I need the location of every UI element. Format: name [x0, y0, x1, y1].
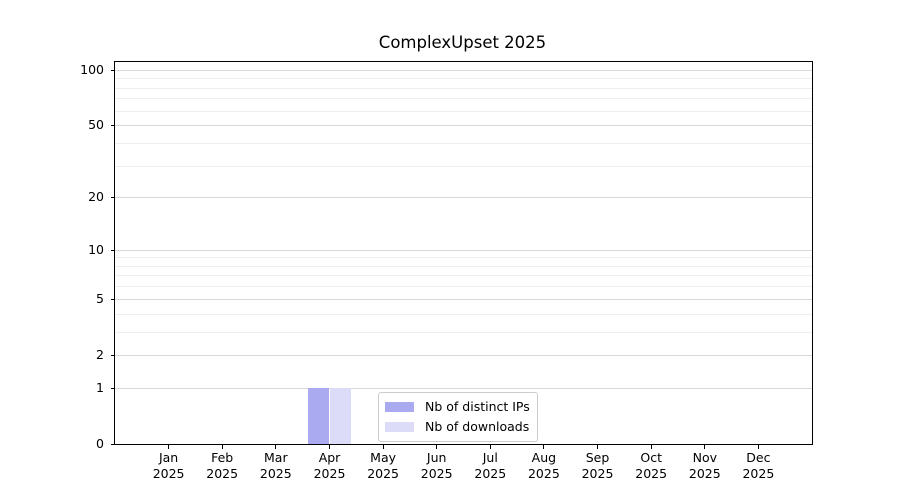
y-tick-label: 0	[96, 436, 104, 451]
x-tick-mark	[382, 445, 384, 449]
x-tick-mark	[543, 445, 545, 449]
x-tick-label: May 2025	[367, 450, 399, 481]
legend-label: Nb of downloads	[425, 419, 530, 434]
gridline-minor	[115, 142, 812, 144]
y-tick-label: 20	[88, 189, 104, 205]
y-tick-mark	[111, 249, 115, 251]
gridline-major	[115, 125, 812, 127]
x-tick-mark	[221, 445, 223, 449]
x-tick-mark	[168, 445, 170, 449]
x-tick-mark	[436, 445, 438, 449]
legend-swatch-nb-of-distinct-ips	[385, 401, 414, 412]
x-tick-label: Dec 2025	[742, 450, 775, 481]
gridline-major	[115, 69, 812, 71]
x-tick-label: Jul 2025	[474, 450, 507, 481]
legend-item: Nb of downloads	[385, 417, 530, 436]
y-tick-mark	[111, 125, 115, 127]
x-tick-mark	[329, 445, 330, 449]
x-tick-label: Oct 2025	[635, 450, 668, 481]
gridline-minor	[115, 286, 812, 288]
y-tick-mark	[111, 354, 115, 356]
plot-area	[114, 61, 813, 445]
gridline-minor	[115, 257, 812, 259]
gridline-minor	[115, 78, 812, 80]
x-tick-label: Jun 2025	[420, 450, 453, 481]
x-tick-label: Jan 2025	[152, 450, 185, 481]
y-tick-mark	[111, 444, 115, 445]
gridline-major	[115, 298, 812, 300]
gridline-major	[115, 249, 812, 251]
chart-title: ComplexUpset 2025	[378, 33, 547, 52]
x-tick-label: Aug 2025	[527, 450, 560, 481]
y-tick-label: 2	[96, 346, 104, 362]
gridline-minor	[115, 313, 812, 315]
gridline-minor	[115, 98, 812, 100]
y-tick-label: 5	[96, 290, 104, 306]
gridline-major	[115, 197, 812, 199]
x-tick-label: Nov 2025	[688, 450, 721, 481]
legend-item: Nb of distinct IPs	[385, 397, 530, 416]
gridline-minor	[115, 275, 812, 277]
gridline-minor	[115, 331, 812, 333]
bar-nb-of-distinct-ips	[307, 387, 330, 444]
x-tick-mark	[597, 445, 598, 449]
gridline-major	[115, 354, 812, 356]
legend-swatch-nb-of-downloads	[385, 421, 414, 432]
y-tick-mark	[111, 69, 115, 71]
legend-label: Nb of distinct IPs	[425, 399, 530, 414]
gridline-minor	[115, 165, 812, 167]
x-tick-mark	[757, 445, 759, 449]
y-tick-mark	[111, 197, 115, 199]
x-tick-label: Apr 2025	[313, 450, 346, 481]
y-tick-label: 10	[88, 241, 104, 257]
y-tick-mark	[111, 298, 115, 300]
legend: Nb of distinct IPs Nb of downloads	[378, 392, 538, 442]
y-tick-label: 100	[80, 61, 104, 77]
x-tick-label: Mar 2025	[259, 450, 292, 481]
y-tick-label: 1	[96, 379, 104, 395]
x-tick-mark	[489, 445, 491, 449]
x-tick-mark	[704, 445, 706, 449]
x-tick-mark	[275, 445, 277, 449]
gridline-minor	[115, 265, 812, 267]
y-tick-mark	[111, 387, 115, 389]
gridline-minor	[115, 110, 812, 112]
x-tick-label: Feb 2025	[206, 450, 239, 481]
gridline-major	[115, 387, 812, 389]
bar-nb-of-downloads	[329, 387, 352, 444]
y-tick-label: 50	[88, 117, 104, 133]
x-tick-label: Sep 2025	[581, 450, 614, 481]
x-tick-mark	[650, 445, 652, 449]
gridline-minor	[115, 87, 812, 89]
